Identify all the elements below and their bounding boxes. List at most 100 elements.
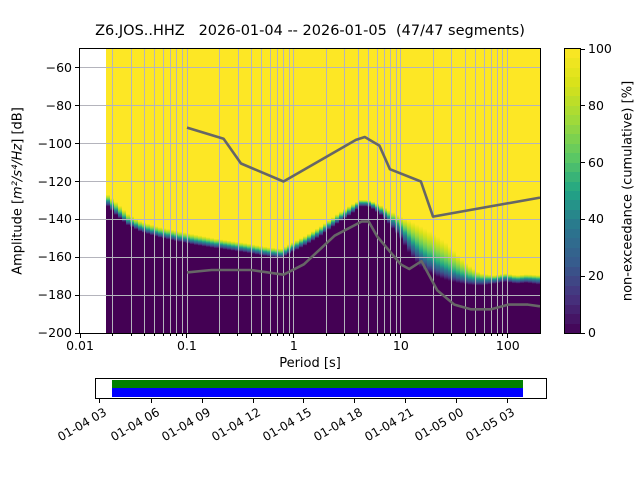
colorbar-band bbox=[565, 323, 580, 334]
timeline-tick-mark bbox=[354, 399, 356, 403]
colorbar-tick-mark bbox=[581, 48, 585, 50]
x-tick-label: 0.1 bbox=[176, 338, 197, 353]
ppsd-column bbox=[182, 49, 187, 333]
colorbar-band bbox=[565, 238, 580, 249]
colorbar-band bbox=[565, 276, 580, 287]
colorbar-tick-label: 40 bbox=[588, 211, 604, 227]
colorbar-band bbox=[565, 295, 580, 306]
colorbar-frame bbox=[564, 48, 581, 334]
colorbar-tick-mark bbox=[581, 332, 585, 334]
tick-mark bbox=[502, 334, 504, 337]
tick-mark bbox=[483, 334, 485, 337]
colorbar-band bbox=[565, 209, 580, 220]
tick-mark bbox=[344, 334, 346, 337]
tick-mark bbox=[169, 334, 171, 337]
tick-mark bbox=[368, 334, 370, 337]
tick-mark bbox=[293, 334, 295, 338]
tick-mark bbox=[325, 334, 327, 337]
colorbar-band bbox=[565, 181, 580, 192]
colorbar-tick-label: 0 bbox=[588, 324, 596, 340]
ppsd-column bbox=[166, 49, 171, 333]
tick-mark bbox=[288, 334, 290, 337]
tick-mark bbox=[75, 218, 80, 220]
tick-mark bbox=[432, 334, 434, 337]
tick-mark bbox=[250, 334, 252, 337]
ppsd-column bbox=[122, 49, 127, 333]
colorbar-band bbox=[565, 172, 580, 183]
tick-mark bbox=[376, 334, 378, 337]
x-tick-label: 0.01 bbox=[66, 338, 94, 353]
colorbar-tick-label: 100 bbox=[588, 40, 612, 56]
timeline-tick-mark bbox=[303, 399, 305, 403]
y-tick-label: −100 bbox=[37, 135, 72, 151]
timeline-tick-mark bbox=[98, 399, 100, 403]
colorbar-band bbox=[565, 153, 580, 164]
tick-mark bbox=[75, 256, 80, 258]
y-tick-label: −180 bbox=[37, 286, 72, 302]
y-tick-label: −200 bbox=[37, 324, 72, 340]
y-tick-label: −160 bbox=[37, 249, 72, 265]
tick-mark bbox=[75, 332, 80, 334]
tick-mark bbox=[490, 334, 492, 337]
tick-mark bbox=[218, 334, 220, 337]
tick-mark bbox=[400, 334, 402, 338]
tick-mark bbox=[75, 294, 80, 296]
timeline-tick-mark bbox=[506, 399, 508, 403]
colorbar-tick-label: 60 bbox=[588, 154, 604, 170]
colorbar-band bbox=[565, 200, 580, 211]
colorbar-band bbox=[565, 257, 580, 268]
colorbar-band bbox=[565, 285, 580, 296]
colorbar-band bbox=[565, 105, 580, 116]
colorbar-band bbox=[565, 162, 580, 173]
tick-mark bbox=[451, 334, 453, 337]
colorbar-band bbox=[565, 77, 580, 88]
colorbar-band bbox=[565, 115, 580, 126]
y-tick-label: −60 bbox=[45, 59, 72, 75]
colorbar bbox=[565, 49, 580, 334]
tick-mark bbox=[395, 334, 397, 337]
colorbar-band bbox=[565, 247, 580, 258]
timeline-axis bbox=[95, 378, 547, 399]
timeline-tick-mark bbox=[455, 399, 457, 403]
tick-mark bbox=[261, 334, 263, 337]
colorbar-tick-mark bbox=[581, 105, 585, 107]
timeline-coverage-bar bbox=[111, 379, 523, 388]
x-tick-label: 100 bbox=[495, 338, 520, 353]
ppsd-column bbox=[105, 49, 111, 333]
colorbar-band bbox=[565, 58, 580, 69]
tick-mark bbox=[464, 334, 466, 337]
timeline-tick-mark bbox=[151, 399, 152, 403]
colorbar-band bbox=[565, 96, 580, 107]
y-axis-label-prefix: Amplitude [ bbox=[10, 198, 26, 275]
colorbar-tick-label: 80 bbox=[588, 97, 604, 113]
colorbar-tick-mark bbox=[581, 218, 585, 220]
ppsd-column bbox=[138, 49, 143, 333]
colorbar-band bbox=[565, 124, 580, 135]
colorbar-band bbox=[565, 86, 580, 97]
tick-mark bbox=[154, 334, 156, 337]
timeline-tick-mark bbox=[405, 399, 407, 403]
ppsd-column bbox=[114, 49, 119, 333]
tick-mark bbox=[475, 334, 477, 337]
timeline-extent-bar bbox=[111, 387, 523, 397]
ppsd-column bbox=[154, 49, 159, 333]
timeline-tick-mark bbox=[202, 399, 204, 403]
colorbar-band bbox=[565, 266, 580, 277]
colorbar-band bbox=[565, 304, 580, 315]
tick-mark bbox=[130, 334, 132, 337]
colorbar-tick-mark bbox=[581, 162, 585, 164]
plot-title: Z6.JOS..HHZ 2026-01-04 -- 2026-01-05 (47… bbox=[95, 23, 525, 39]
colorbar-band bbox=[565, 228, 580, 239]
tick-mark bbox=[79, 334, 81, 338]
tick-mark bbox=[75, 67, 80, 69]
ppsd-column bbox=[126, 49, 131, 333]
colorbar-band bbox=[565, 219, 580, 230]
axes-frame bbox=[79, 48, 541, 334]
tick-mark bbox=[181, 334, 183, 337]
x-axis-label: Period [s] bbox=[279, 356, 341, 371]
ppsd-column bbox=[146, 49, 151, 333]
tick-mark bbox=[496, 334, 498, 337]
tick-mark bbox=[186, 334, 188, 338]
tick-mark bbox=[269, 334, 271, 337]
